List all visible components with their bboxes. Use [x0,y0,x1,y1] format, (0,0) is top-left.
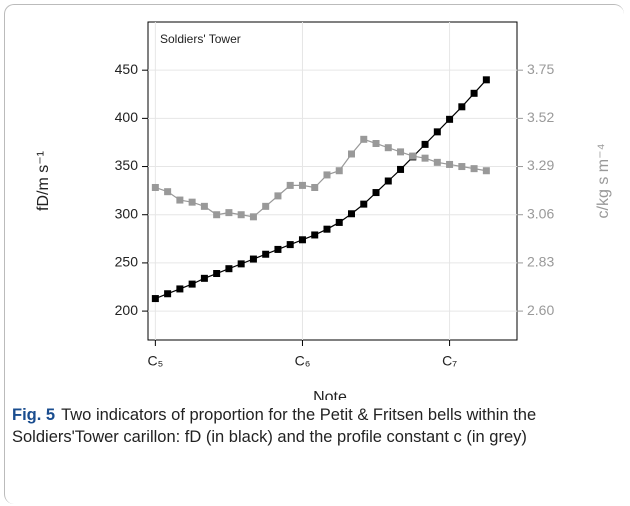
y2-tick-label: 2.83 [527,254,554,270]
point [200,202,208,210]
point [188,280,196,288]
point [335,167,343,175]
point [384,144,392,152]
point [360,200,368,208]
x-tick-label: C₅ [147,353,163,369]
point [213,211,221,219]
point [164,188,172,196]
point [421,140,429,148]
point [323,171,331,179]
point [164,290,172,298]
point [262,250,270,258]
y2-tick-label: 3.52 [527,109,554,125]
point [470,89,478,97]
point [433,158,441,166]
point [249,255,257,263]
point [335,218,343,226]
point [225,209,233,217]
point [446,115,454,123]
point [298,181,306,189]
y-axis-label: fD/m s⁻¹ [35,151,52,211]
point [397,148,405,156]
point [286,181,294,189]
point [409,152,417,160]
point [323,225,331,233]
point [286,241,294,249]
point [311,231,319,239]
point [421,154,429,162]
point [397,165,405,173]
point [372,140,380,148]
point [348,150,356,158]
caption: Fig. 5 Two indicators of proportion for t… [12,404,618,448]
point [200,274,208,282]
x-axis-label: Note [313,389,347,400]
y-tick-label: 250 [115,254,139,270]
y2-tick-label: 3.29 [527,157,554,173]
point [433,128,441,136]
caption-label: Fig. 5 [12,406,56,424]
point [348,210,356,218]
chart-title: Soldiers' Tower [160,32,241,46]
series-line [155,79,487,300]
y2-tick-label: 3.75 [527,61,554,77]
point [274,192,282,200]
series-line [155,138,487,218]
y-tick-label: 400 [115,109,139,125]
point [237,211,245,219]
point [298,236,306,244]
point [151,295,159,303]
point [482,76,490,84]
x-tick-label: C₇ [442,353,457,369]
point [360,135,368,143]
point [237,260,245,268]
plot-frame [147,21,518,341]
point [225,265,233,273]
chart: Soldiers' Tower Note fD/m s⁻¹ c/kg s m⁻⁴… [35,21,612,400]
point [176,285,184,293]
y-tick-label: 200 [115,302,139,318]
point [458,163,466,171]
point [482,167,490,175]
point [470,165,478,173]
point [384,177,392,185]
point [188,198,196,206]
point [249,213,257,221]
point [274,245,282,253]
point [311,183,319,191]
y-tick-label: 450 [115,61,139,77]
point [458,103,466,111]
point [372,189,380,197]
figure-card [4,4,624,504]
y-tick-label: 350 [115,157,139,173]
point [446,160,454,168]
point [213,270,221,278]
point [262,202,270,210]
y2-tick-label: 2.60 [527,302,554,318]
point [176,196,184,204]
y2-axis-label: c/kg s m⁻⁴ [595,143,612,218]
y-tick-label: 300 [115,205,139,221]
x-tick-label: C₆ [295,353,311,369]
point [151,183,159,191]
y2-tick-label: 3.06 [527,205,554,221]
caption-text: Two indicators of proportion for the Pet… [12,406,537,446]
